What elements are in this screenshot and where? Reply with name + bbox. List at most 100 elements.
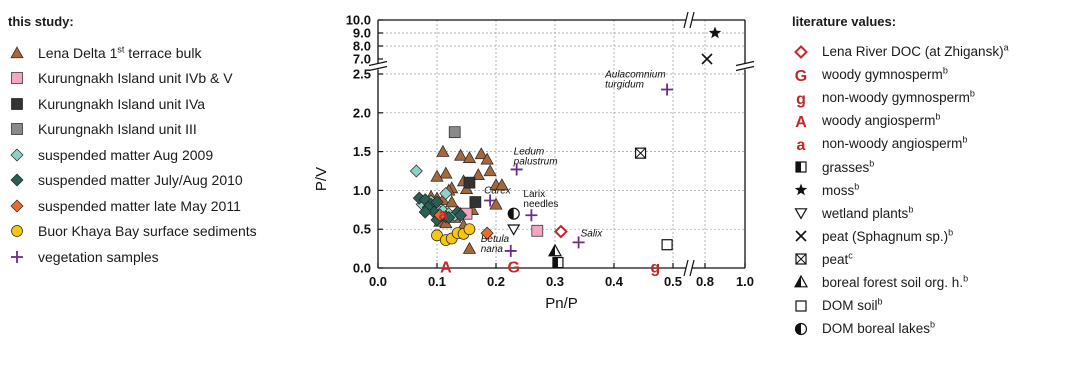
legend-marker: [794, 322, 808, 335]
y-axis-break-gap-right: [735, 63, 755, 70]
legend-marker: [795, 253, 807, 265]
data-point: [439, 166, 453, 179]
data-point: [409, 164, 423, 178]
data-point: A: [440, 259, 452, 276]
legend-half-triangle-icon: [792, 273, 822, 291]
y-tick-label: 0.5: [353, 222, 371, 237]
legend-cross-icon: [792, 227, 822, 245]
literature-item: peatc: [792, 248, 1070, 271]
data-point: [448, 126, 461, 139]
data-point: [439, 187, 453, 200]
legend-label-text: woody angiosperm: [822, 113, 936, 129]
legend-label-superscript: b: [948, 227, 954, 238]
y-tick-label: 7.0: [353, 52, 371, 67]
legend-label-text: suspended matter Aug 2009: [38, 146, 214, 163]
data-point: [462, 151, 477, 163]
legend-label-text: suspended matter late May 2011: [38, 197, 241, 214]
legend-label-text: boreal forest soil org. h.: [822, 274, 964, 290]
legend-diamond-icon: [8, 171, 38, 189]
x-axis-break-mark: [683, 259, 689, 277]
legend-square-icon: [8, 69, 38, 87]
legend-this-study: this study: Lena Delta 1st terrace bulk K…: [8, 14, 338, 270]
legend-label-text: suspended matter July/Aug 2010: [38, 172, 243, 189]
legend-marker: [11, 72, 23, 85]
series-group: [433, 208, 494, 240]
legend-marker: [10, 46, 24, 58]
legend-label-text: DOM soil: [822, 298, 878, 314]
data-point: [433, 208, 447, 222]
legend-square-x-icon: [792, 250, 822, 268]
legend-label-text: woody gymnosperm: [822, 67, 943, 83]
legend-label: suspended matter July/Aug 2010: [38, 172, 243, 188]
legend-square-icon: [8, 120, 38, 138]
data-point: [454, 208, 468, 222]
svg-text:G: G: [795, 68, 807, 85]
svg-text:a: a: [438, 207, 447, 224]
legend-marker: [11, 225, 23, 238]
annotation-label-line2: nana: [481, 244, 504, 255]
this-study-item: Kurungnakh Island unit IVa: [8, 91, 338, 117]
literature-item: mossb: [792, 179, 1070, 202]
legend-label: suspended matter late May 2011: [38, 198, 241, 214]
series-group: a: [438, 207, 447, 224]
data-point: [495, 178, 509, 191]
legend-label-text: wetland plants: [822, 205, 909, 221]
legend-label: Lena Delta 1st terrace bulk: [38, 45, 201, 61]
series-group: [507, 224, 521, 236]
y-tick-label: 0.0: [353, 261, 371, 276]
x-tick-label: 0.1: [428, 274, 446, 289]
legend-label-text: Lena River DOC (at Zhigansk): [822, 44, 1004, 60]
series-group: [412, 191, 468, 227]
legend-this-study-title: this study:: [8, 14, 74, 29]
data-point: [547, 243, 563, 257]
legend-label: mossb: [822, 182, 859, 198]
legend-label-text: grasses: [822, 159, 870, 175]
data-point: [471, 168, 485, 181]
series-group: [448, 126, 461, 139]
legend-label-text: moss: [822, 182, 855, 198]
data-point: [507, 224, 521, 236]
data-point: [454, 148, 468, 161]
legend-label-text: non-woody gymnosperm: [822, 90, 970, 106]
legend-marker: [794, 208, 808, 220]
x-axis-break-mark: [689, 11, 695, 29]
this-study-item: Kurungnakh Island unit IVb & V: [8, 66, 338, 92]
series-group: [507, 207, 520, 220]
series-group: [634, 147, 647, 159]
legend-marker: [10, 199, 24, 213]
this-study-item: suspended matter Aug 2009: [8, 142, 338, 168]
data-point: [418, 205, 432, 219]
legend-label-text: Kurungnakh Island unit III: [38, 121, 197, 138]
legend-literature-title: literature values:: [792, 14, 897, 29]
data-point: [480, 152, 494, 165]
legend-label: wetland plantsb: [822, 205, 913, 221]
legend-triangle-down-open-icon: [792, 204, 822, 222]
y-axis-break-mark: [735, 60, 755, 67]
annotation-label: Salix: [581, 228, 604, 239]
legend-label: non-woody gymnospermb: [822, 89, 975, 106]
y-axis-label: P/V: [313, 167, 330, 191]
legend-label: woody angiospermb: [822, 112, 940, 129]
svg-text:g: g: [650, 259, 660, 276]
annotation-label-line2: turgidum: [605, 80, 644, 91]
legend-letter-g-icon: g: [792, 89, 822, 108]
x-tick-label: 1.0: [736, 274, 754, 289]
legend-marker: G: [795, 68, 807, 85]
legend-label-superscript: b: [930, 319, 936, 330]
legend-label: DOM soilb: [822, 297, 883, 314]
data-point: [701, 53, 713, 65]
literature-item: Lena River DOC (at Zhigansk)a: [792, 40, 1070, 63]
data-point: [430, 195, 444, 209]
literature-item: DOM boreal lakesb: [792, 317, 1070, 340]
legend-half-square-icon: [792, 158, 822, 176]
annotation-label: Larix: [523, 189, 545, 200]
legend-diamond-icon: [8, 146, 38, 164]
legend-square-icon: [8, 95, 38, 113]
legend-letter-G-icon: G: [792, 66, 822, 85]
legend-label: non-woody angiospermb: [822, 135, 967, 151]
data-point: [445, 195, 459, 208]
x-axis-break-gap: [686, 259, 692, 277]
data-point: [661, 239, 673, 251]
legend-marker: [795, 230, 807, 242]
